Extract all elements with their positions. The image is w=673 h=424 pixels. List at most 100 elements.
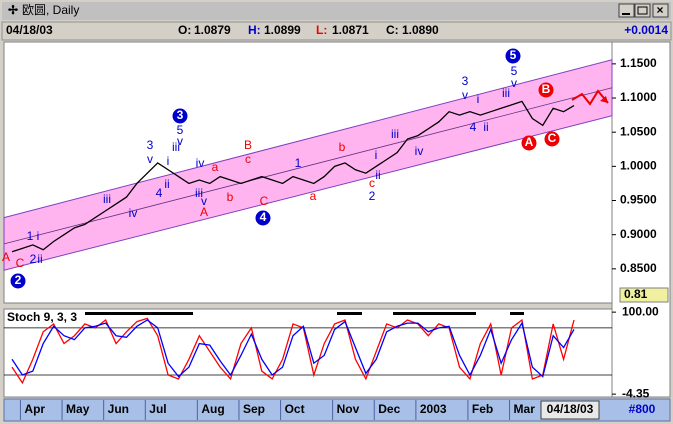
maximize-glyph: [637, 6, 648, 15]
wave-marker: [544, 131, 560, 147]
wave-label: i: [477, 92, 480, 106]
signal-bar: [337, 312, 362, 315]
trend-channel: [3, 59, 613, 271]
wave-label: 4: [470, 120, 477, 134]
wave-marker: [255, 210, 271, 226]
stoch-panel: [3, 308, 613, 398]
y-tick-label: 100.00: [622, 304, 659, 318]
info-change: +0.0014: [624, 23, 668, 37]
x-tick-label: May: [66, 402, 90, 416]
y-tick-label: 0.9500: [620, 193, 657, 207]
window-icon: ✢: [8, 3, 18, 17]
info-value: 1.0899: [264, 23, 301, 37]
info-date: 04/18/03: [6, 23, 53, 37]
wave-label: c: [369, 176, 375, 190]
wave-label: 3: [177, 108, 184, 122]
minimize-button[interactable]: [618, 3, 635, 18]
wave-label: A: [525, 135, 534, 149]
info-value: 1.0871: [332, 23, 369, 37]
x-tick-label: Dec: [378, 402, 400, 416]
y-tick-label: -4.35: [622, 386, 650, 400]
wave-label: 1: [295, 156, 302, 170]
wave-label: iii: [172, 140, 180, 154]
wave-label: ii: [164, 177, 169, 191]
wave-label: 5: [177, 123, 184, 137]
wave-label: 3: [147, 138, 154, 152]
y-tick-label: 1.0500: [620, 124, 657, 138]
wave-label: 4: [156, 186, 163, 200]
wave-label: v: [201, 194, 207, 208]
wave-label: C: [548, 131, 557, 145]
wave-label: 3: [462, 74, 469, 88]
window-title: 欧圆, Daily: [22, 3, 79, 17]
x-tick-label: Jul: [149, 402, 166, 416]
wave-marker: [538, 82, 554, 98]
stoch-line: [11, 319, 575, 378]
wave-label: iii: [502, 86, 510, 100]
x-tick-label: Oct: [285, 402, 305, 416]
wave-label: iii: [103, 192, 111, 206]
wave-label: v: [462, 88, 468, 102]
close-button[interactable]: [652, 3, 669, 18]
wave-label: C: [16, 256, 25, 270]
stoch-signal-bars: [85, 312, 524, 315]
stoch-title: Stoch 9, 3, 3: [7, 310, 77, 324]
wave-label: C: [260, 194, 269, 208]
info-value: 1.0890: [402, 23, 439, 37]
wave-label: 4: [260, 210, 267, 224]
x-tick-label: Sep: [243, 402, 265, 416]
wave-label: 5: [511, 64, 518, 78]
wave-label: v: [511, 76, 517, 90]
wave-label: a: [212, 160, 219, 174]
x-tick-label: Mar: [514, 402, 536, 416]
y-tick-label: 1.0000: [620, 159, 657, 173]
wave-label: iii: [391, 127, 399, 141]
scale-tag: 0.81: [624, 287, 648, 301]
wave-label: v: [147, 152, 153, 166]
wave-label: 1: [27, 229, 34, 243]
wave-label: 2: [15, 273, 22, 287]
date-box-text: 04/18/03: [547, 402, 594, 416]
y-tick-label: 1.1500: [620, 56, 657, 70]
wave-label: B: [542, 82, 551, 96]
wave-label: iii: [195, 186, 203, 200]
x-tick-label: 2003: [420, 402, 447, 416]
wave-marker: [172, 108, 188, 124]
forecast-arrowhead: [600, 96, 608, 103]
info-label: L:: [316, 23, 327, 37]
price-axis-panel: [611, 41, 671, 398]
y-tick-label: 1.1000: [620, 90, 657, 104]
y-tick-label: 0.9000: [620, 227, 657, 241]
price-line: [11, 100, 575, 253]
wave-label: iv: [196, 156, 205, 170]
wave-label: v: [177, 134, 183, 148]
wave-label: iv: [415, 144, 424, 158]
signal-bar: [85, 312, 193, 315]
info-label: O:: [178, 23, 191, 37]
wave-label: b: [227, 190, 234, 204]
close-glyph: ×: [656, 3, 663, 17]
info-bar: [1, 21, 672, 41]
x-tick-label: Apr: [24, 402, 45, 416]
wave-marker: [505, 48, 521, 64]
maximize-button[interactable]: [634, 3, 651, 18]
signal-bar: [510, 312, 524, 315]
window-buttons: ×: [618, 3, 669, 18]
wave-label: ii: [37, 252, 42, 266]
channel-midline: [3, 87, 613, 245]
wave-label: 2: [369, 189, 376, 203]
x-tick-label: Feb: [472, 402, 493, 416]
y-tick-label: 0.8500: [620, 261, 657, 275]
wave-label: ii: [483, 120, 488, 134]
wave-label: B: [244, 138, 252, 152]
scale-tag-box: [619, 287, 669, 303]
title-bar: [2, 2, 671, 20]
wave-label: 5: [510, 48, 517, 62]
signal-bar: [393, 312, 476, 315]
date-box[interactable]: [540, 400, 600, 420]
wave-label: 2: [30, 252, 37, 266]
x-tick-label: Nov: [337, 402, 360, 416]
wave-label: ii: [375, 168, 380, 182]
info-value: 1.0879: [194, 23, 231, 37]
